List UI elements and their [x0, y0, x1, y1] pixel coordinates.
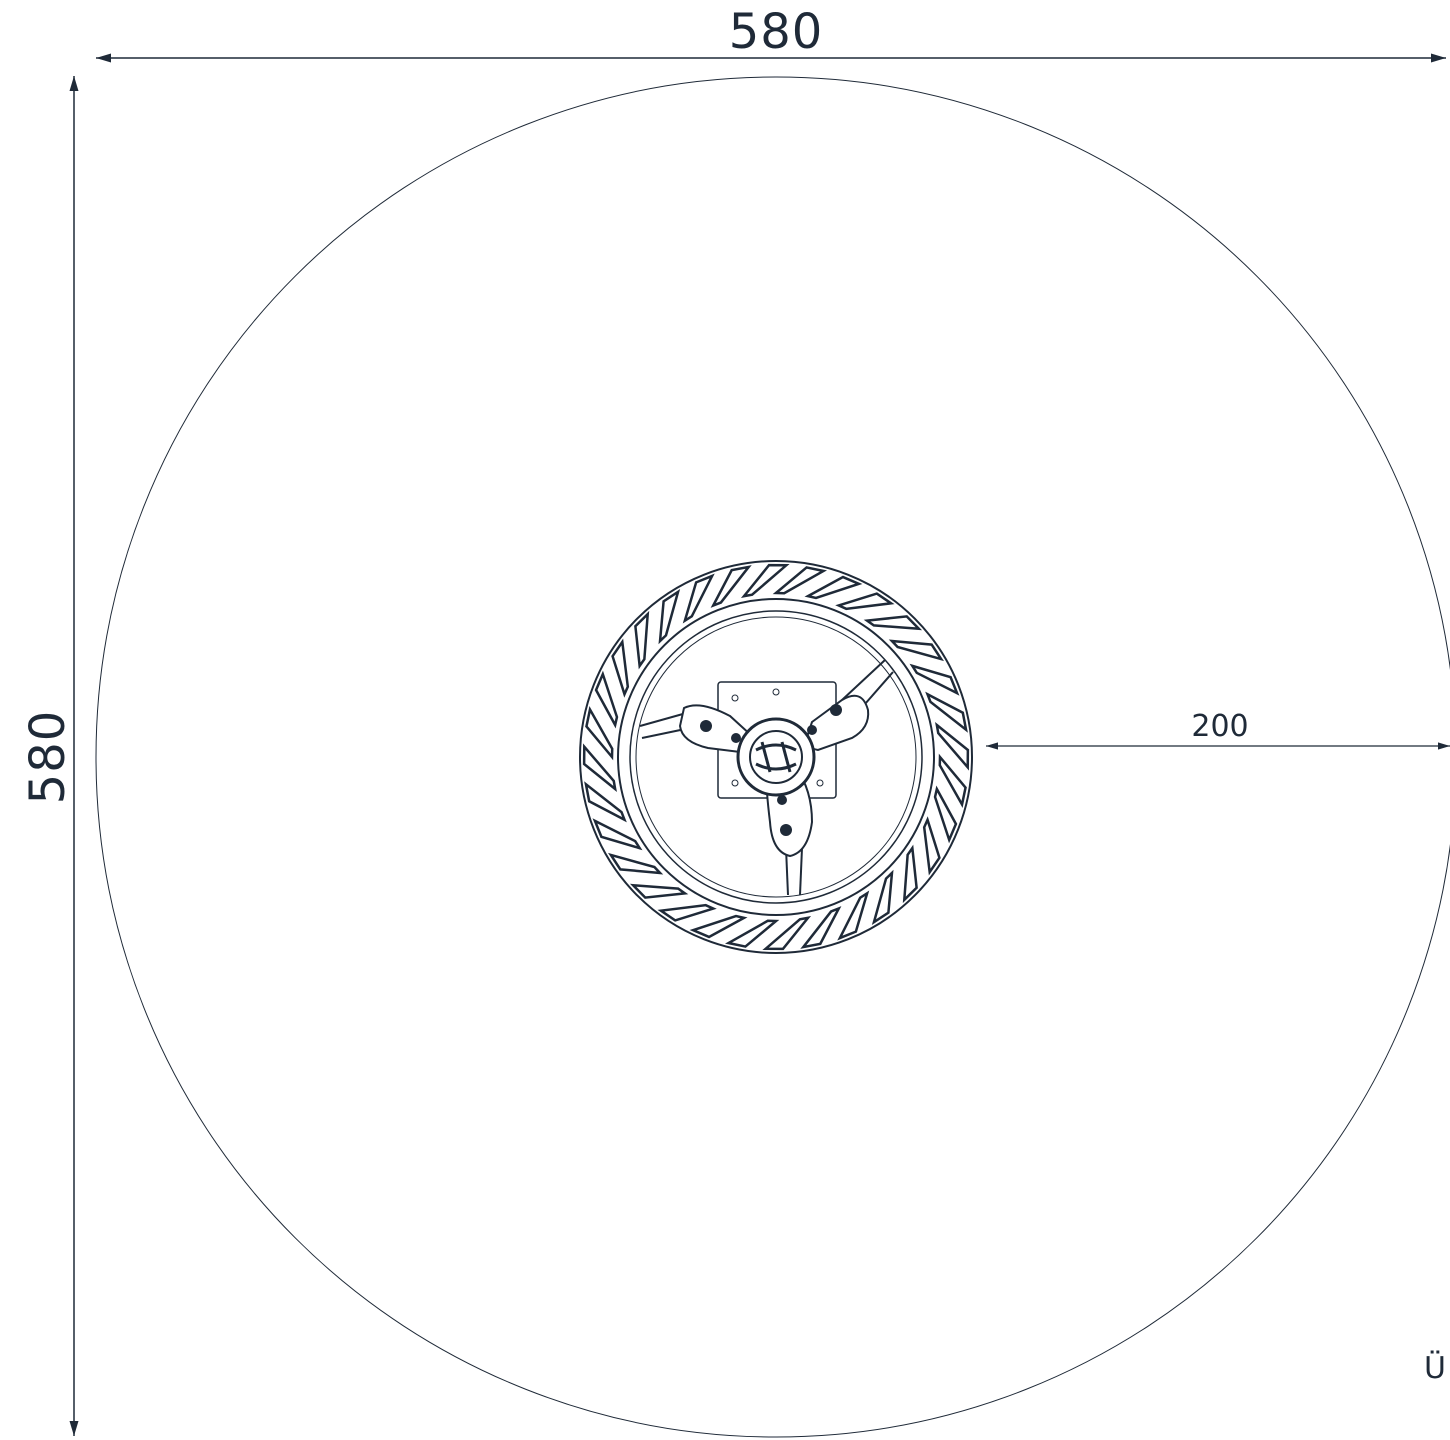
tyre-tread-lug	[629, 883, 689, 899]
radius-dimension: 200	[986, 709, 1450, 750]
tyre-tread-lug	[634, 610, 650, 670]
tyre-tread-lug	[724, 919, 780, 948]
tyre-tread-lug	[657, 903, 717, 922]
tyre-tread-lug	[888, 639, 944, 662]
base-plate-hole	[731, 694, 739, 702]
base-plate-hole	[731, 779, 739, 787]
tyre-tread-lug	[689, 914, 748, 939]
tyre-tread-lug	[592, 818, 643, 851]
height-dimension: 580	[20, 76, 79, 1436]
base-plate-hole	[816, 779, 824, 787]
tyre-outer-rim	[579, 560, 973, 954]
tyre-tread-lug	[710, 565, 752, 608]
safety-zone-circle	[95, 76, 1450, 1438]
tyre-tread-lug	[740, 563, 790, 598]
width-dimension-label: 580	[729, 4, 824, 60]
tyre-tread-lug	[922, 816, 941, 876]
bolts	[700, 704, 842, 836]
tyre-inner-rim-outer	[617, 598, 935, 916]
tyre-tread-lug	[938, 753, 967, 809]
corner-label: Ü	[1424, 1350, 1446, 1386]
radius-dimension-label: 200	[1191, 709, 1248, 744]
height-dimension-label: 580	[20, 710, 76, 805]
tyre-tread-lug	[804, 575, 863, 600]
tyre-tread-lug	[902, 844, 918, 904]
hub-inner	[749, 730, 803, 784]
base-plate-hole	[772, 688, 780, 696]
tyre-tread-lug	[800, 906, 842, 949]
tyre-tread-lug	[611, 638, 630, 698]
tyre-tread-lug	[935, 721, 970, 771]
tyre-tread-lug	[608, 852, 664, 875]
tyre-inner-rim-inner	[629, 610, 923, 904]
hub-cross	[755, 741, 797, 773]
tyre-tread-lug	[772, 566, 828, 595]
tyre-tread-lug	[837, 890, 870, 941]
tyre-tread-lug	[682, 573, 715, 624]
tyre-tread-lug	[585, 705, 614, 761]
tyre-tread-lug	[582, 743, 617, 793]
tyre-tread-lug	[762, 916, 812, 951]
width-dimension: 580	[96, 4, 1446, 63]
tyre-tread-lug	[584, 781, 627, 823]
tyre-inner-rim-edge	[635, 616, 917, 898]
tyre-tread-lug	[925, 691, 968, 733]
tyre-tread-lugs	[582, 563, 970, 951]
tyre-tread-lug	[933, 785, 958, 844]
tyre-tread-lug	[863, 615, 923, 631]
tyre-equipment	[579, 560, 973, 954]
tyre-tread-lug	[835, 592, 895, 611]
tyre-tread-lug	[658, 589, 681, 645]
tyre-tread-lug	[871, 869, 894, 925]
tyre-tread-lug	[594, 670, 619, 729]
tyre-tread-lug	[909, 663, 960, 696]
